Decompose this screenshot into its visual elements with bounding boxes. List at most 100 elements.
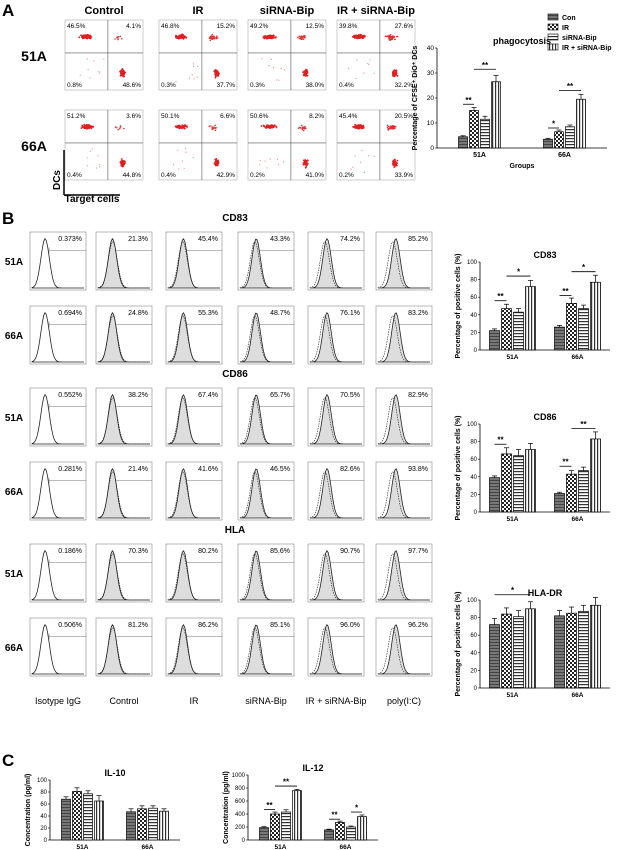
quadrant-percent: 37.7% [217, 82, 236, 89]
legend-label: IR [562, 25, 569, 32]
legend-swatch [547, 43, 559, 51]
quadrant-percent: 15.2% [217, 23, 236, 30]
bar [458, 136, 468, 149]
positive-percent: 93.8% [408, 466, 428, 473]
bar [590, 281, 601, 351]
significance-label: ** [567, 82, 574, 91]
bar [126, 811, 136, 841]
flow-plot: 50.1% 6.6% 0.4% 42.9% [158, 109, 238, 181]
histogram-plot: 96.2% [375, 617, 433, 677]
y-tick-label: 40 [470, 313, 477, 319]
positive-percent: 90.7% [340, 548, 360, 555]
bar [292, 790, 302, 841]
bar [554, 493, 565, 513]
bar [513, 455, 524, 513]
positive-percent: 85.2% [408, 236, 428, 243]
histogram-plot: 48.7% [237, 305, 295, 365]
bar [489, 477, 500, 513]
histogram-plot: 90.7% [307, 543, 365, 603]
chart-title: IL-10 [104, 768, 125, 778]
quadrant-percent: 44.8% [123, 172, 142, 179]
marker-title: CD83 [222, 213, 248, 224]
positive-percent: 55.3% [198, 310, 218, 317]
histogram-plot: 0.281% [29, 461, 87, 521]
x-tick-label: 66A [142, 844, 154, 850]
bar [590, 604, 601, 689]
quadrant-percent: 46.8% [161, 23, 180, 30]
significance-label: * [582, 263, 586, 272]
histogram-plot: 81.2% [95, 617, 153, 677]
y-tick-label: 20 [470, 668, 477, 674]
panel-letter-b: B [2, 209, 14, 228]
y-tick-label: 60 [470, 457, 477, 463]
quadrant-percent: 45.4% [339, 113, 358, 120]
flow-plot: 51.2% 3.6% 0.4% 44.8% [64, 109, 144, 181]
bar [566, 303, 577, 351]
y-tick-label: 100 [37, 778, 48, 784]
y-tick-label: 20 [40, 826, 47, 832]
positive-percent: 70.5% [340, 392, 360, 399]
panel-b-column-label: poly(I:C) [387, 696, 421, 706]
x-tick-label: 66A [572, 692, 584, 699]
positive-percent: 41.6% [198, 466, 218, 473]
quadrant-percent: 48.6% [123, 82, 142, 89]
bar [513, 616, 524, 689]
x-tick-label: 51A [507, 692, 519, 699]
chart-title: phagocytosis [493, 36, 551, 46]
histogram-plot: 65.7% [237, 387, 295, 447]
quadrant-percent: 50.6% [250, 113, 269, 120]
bar [590, 438, 601, 513]
panel-b-row-label: 51A [5, 257, 23, 268]
positive-percent: 46.5% [270, 466, 290, 473]
positive-percent: 24.8% [128, 310, 148, 317]
histogram-plot: 82.6% [307, 461, 365, 521]
panel-b-column-label: Control [109, 696, 138, 706]
quadrant-percent: 8.2% [309, 113, 324, 120]
flow-plot: 46.8% 15.2% 0.3% 37.7% [158, 19, 238, 91]
bar [554, 326, 565, 351]
positive-percent: 82.9% [408, 392, 428, 399]
flow-plot: 49.2% 12.5% 0.3% 38.0% [247, 19, 327, 91]
bar [578, 308, 589, 351]
y-axis-label: Concentration (pg/ml) [25, 774, 32, 847]
significance-label: ** [497, 292, 504, 301]
histogram-plot: 46.5% [237, 461, 295, 521]
bar [469, 110, 479, 149]
x-tick-label: 66A [572, 516, 584, 523]
significance-label: ** [497, 436, 504, 445]
y-tick-label: 10 [427, 120, 435, 127]
y-tick-label: 30 [427, 70, 435, 77]
histogram-plot: 85.6% [237, 543, 295, 603]
quadrant-percent: 12.5% [306, 23, 325, 30]
legend-swatch [547, 13, 559, 21]
histogram-plot: 85.2% [375, 231, 433, 291]
bar [566, 612, 577, 689]
quadrant-percent: 0.2% [339, 172, 354, 179]
quadrant-percent: 38.0% [306, 82, 325, 89]
panel-a-xlabel: Target cells [65, 194, 120, 205]
y-tick-label: 60 [40, 802, 47, 808]
positive-percent: 85.6% [270, 548, 290, 555]
flow-plot: 50.6% 8.2% 0.2% 41.0% [247, 109, 327, 181]
positive-percent: 80.2% [198, 548, 218, 555]
bar [525, 449, 536, 513]
y-axis-label: Percentage of positive cells (%) [455, 591, 462, 696]
histogram-plot: 70.3% [95, 543, 153, 603]
legend-label: siRNA-Bip [562, 35, 597, 42]
chart-title: IL-12 [302, 763, 323, 773]
y-tick-label: 100 [467, 422, 478, 428]
bar [513, 311, 524, 351]
quadrant-percent: 50.1% [161, 113, 180, 120]
y-tick-label: 60 [470, 633, 477, 639]
bar [281, 811, 291, 841]
bar [335, 822, 345, 841]
histogram-plot: 67.4% [165, 387, 223, 447]
panel-letter-c: C [2, 751, 14, 770]
significance-label: * [517, 268, 521, 277]
bar [501, 453, 512, 513]
quadrant-percent: 0.4% [67, 172, 82, 179]
positive-percent: 38.2% [128, 392, 148, 399]
y-tick-label: 100 [467, 598, 478, 604]
positive-percent: 97.7% [408, 548, 428, 555]
significance-label: ** [331, 811, 338, 820]
